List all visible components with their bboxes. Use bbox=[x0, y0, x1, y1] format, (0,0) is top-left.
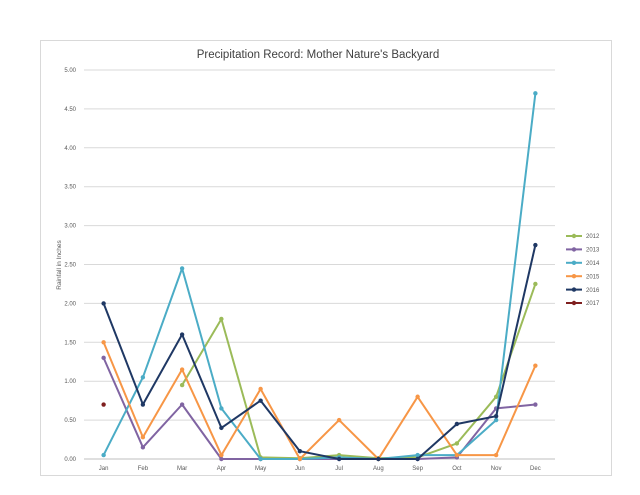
legend-marker bbox=[571, 233, 577, 239]
y-tick-label: 3.50 bbox=[64, 185, 76, 191]
y-tick-label: 3.00 bbox=[64, 224, 76, 230]
series-2017 bbox=[101, 402, 106, 407]
series-2014 bbox=[101, 91, 538, 462]
series-line bbox=[102, 244, 537, 460]
legend-marker bbox=[571, 247, 577, 252]
chart-area bbox=[40, 40, 612, 476]
data-point bbox=[493, 452, 499, 458]
x-tick-label: Oct bbox=[452, 466, 462, 472]
legend-label: 2013 bbox=[586, 248, 600, 254]
legend-label: 2014 bbox=[586, 261, 600, 267]
y-axis-label: Rainfall in Inches bbox=[56, 240, 63, 290]
legend-label: 2015 bbox=[586, 274, 600, 280]
data-point bbox=[493, 417, 499, 423]
data-point bbox=[101, 355, 106, 361]
legend-item-2015: 2015 bbox=[566, 274, 600, 280]
data-point bbox=[533, 281, 538, 287]
data-point bbox=[297, 449, 303, 454]
data-point bbox=[219, 452, 224, 458]
legend-label: 2012 bbox=[586, 234, 600, 240]
data-point bbox=[533, 242, 538, 248]
series-2013 bbox=[101, 355, 538, 462]
y-tick-label: 4.50 bbox=[64, 107, 76, 113]
data-point bbox=[140, 445, 146, 450]
legend-item-2013: 2013 bbox=[566, 247, 600, 254]
series-2016 bbox=[101, 242, 538, 462]
legend-item-2012: 2012 bbox=[566, 233, 600, 240]
series-lines bbox=[101, 91, 538, 462]
data-point bbox=[219, 316, 224, 322]
data-point bbox=[258, 398, 263, 403]
data-point bbox=[415, 452, 420, 458]
x-tick-label: Sep bbox=[412, 466, 423, 472]
series-line bbox=[102, 92, 537, 460]
legend-marker bbox=[571, 300, 577, 306]
data-point bbox=[101, 301, 106, 306]
legend-item-2016: 2016 bbox=[566, 287, 600, 294]
data-point bbox=[140, 435, 146, 440]
y-tick-label: 0.00 bbox=[64, 457, 76, 463]
legend-marker bbox=[571, 287, 577, 292]
data-point bbox=[219, 406, 224, 411]
data-point bbox=[179, 367, 185, 372]
data-point bbox=[376, 456, 381, 462]
axes: 0.00 0.50 1.00 1.50 2.00 2.50 3.00 3.50 4.00 4.50… bbox=[64, 68, 540, 472]
x-tick-label: Jul bbox=[335, 466, 343, 472]
data-point bbox=[179, 332, 185, 337]
series-2015 bbox=[101, 340, 538, 462]
data-point bbox=[454, 421, 460, 427]
x-tick-label: Jun bbox=[295, 466, 305, 472]
x-tick-label: Feb bbox=[138, 466, 149, 472]
data-point bbox=[493, 394, 499, 399]
data-point bbox=[415, 394, 420, 399]
x-tick-label: Mar bbox=[177, 466, 187, 472]
legend: 2012 2013 2014 2015 2016 2017 bbox=[566, 233, 600, 307]
data-point bbox=[258, 456, 263, 462]
y-tick-label: 2.50 bbox=[64, 263, 76, 269]
data-point bbox=[297, 456, 303, 462]
x-tick-label: Jan bbox=[99, 466, 109, 472]
chart-title: Precipitation Record: Mother Nature's Ba… bbox=[197, 49, 440, 61]
data-point bbox=[454, 452, 460, 458]
y-tick-label: 4.00 bbox=[64, 146, 76, 152]
x-tick-label: Aug bbox=[373, 466, 384, 472]
x-tick-label: Nov bbox=[491, 466, 502, 472]
data-point bbox=[533, 363, 538, 368]
legend-label: 2017 bbox=[586, 301, 600, 307]
series-line bbox=[102, 341, 537, 460]
data-point bbox=[219, 456, 224, 462]
data-point bbox=[101, 402, 106, 407]
data-point bbox=[493, 414, 499, 419]
data-point bbox=[219, 425, 224, 431]
legend-item-2017: 2017 bbox=[566, 300, 600, 307]
legend-label: 2016 bbox=[586, 288, 600, 294]
data-point bbox=[258, 386, 263, 392]
x-tick-label: Apr bbox=[217, 466, 226, 472]
data-point bbox=[140, 375, 146, 380]
y-tick-label: 5.00 bbox=[64, 68, 76, 74]
y-tick-label: 1.50 bbox=[64, 340, 76, 346]
data-point bbox=[415, 456, 420, 462]
data-point bbox=[101, 452, 106, 458]
data-point bbox=[336, 456, 342, 462]
x-tick-label: Dec bbox=[530, 466, 541, 472]
y-tick-label: 2.00 bbox=[64, 301, 76, 307]
data-point bbox=[179, 402, 185, 407]
legend-item-2014: 2014 bbox=[566, 260, 600, 267]
legend-marker bbox=[571, 260, 577, 265]
data-point bbox=[336, 417, 342, 423]
gridlines bbox=[84, 69, 555, 460]
data-point bbox=[140, 402, 146, 407]
data-point bbox=[454, 441, 460, 446]
data-point bbox=[533, 91, 538, 96]
data-point bbox=[101, 340, 106, 345]
y-tick-label: 1.00 bbox=[64, 379, 76, 385]
data-point bbox=[179, 382, 185, 388]
legend-marker bbox=[571, 274, 577, 279]
data-point bbox=[179, 266, 185, 271]
x-tick-label: May bbox=[255, 466, 266, 472]
y-tick-label: 0.50 bbox=[64, 418, 76, 424]
data-point bbox=[533, 402, 538, 407]
